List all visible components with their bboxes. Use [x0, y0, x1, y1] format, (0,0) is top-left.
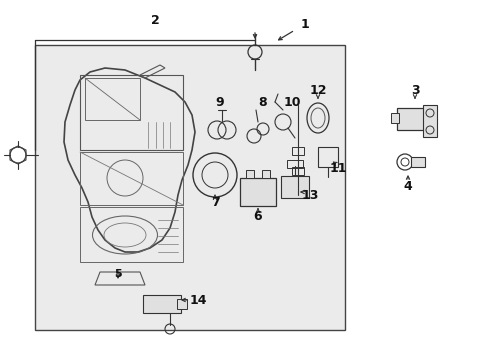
Bar — [390, 113, 398, 123]
Bar — [262, 170, 269, 178]
Text: 7: 7 — [210, 195, 219, 208]
Bar — [422, 105, 436, 137]
Bar — [177, 299, 186, 309]
Bar — [35, 45, 345, 330]
Bar — [240, 178, 275, 206]
Text: 4: 4 — [403, 180, 411, 193]
Text: 10: 10 — [283, 95, 300, 108]
Bar — [396, 108, 424, 130]
Text: 11: 11 — [328, 162, 346, 175]
Text: 9: 9 — [215, 95, 224, 108]
Bar — [317, 147, 337, 167]
Text: 6: 6 — [253, 210, 262, 222]
Text: 8: 8 — [258, 95, 267, 108]
Text: 3: 3 — [410, 84, 418, 96]
Bar — [410, 157, 424, 167]
Bar — [245, 170, 253, 178]
Text: 12: 12 — [308, 84, 326, 96]
Text: 5: 5 — [114, 269, 122, 279]
Text: 14: 14 — [189, 293, 206, 306]
Bar — [286, 160, 303, 168]
Bar — [281, 176, 308, 198]
Text: 13: 13 — [301, 189, 318, 202]
Bar — [142, 295, 181, 313]
Text: 2: 2 — [150, 14, 159, 27]
Text: 1: 1 — [300, 18, 309, 31]
Bar — [291, 147, 304, 155]
Bar — [291, 167, 304, 175]
